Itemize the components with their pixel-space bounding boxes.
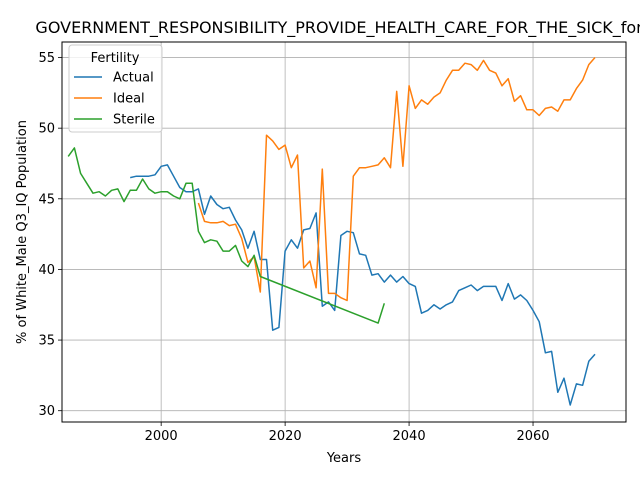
grid-lines — [62, 42, 626, 422]
series-lines — [67, 57, 596, 406]
plot-frame — [61, 41, 627, 423]
legend: Fertility Actual Ideal Sterile — [68, 44, 163, 133]
y-axis-label: % of White_Male Q3_IQ Population — [15, 120, 30, 344]
legend-label-sterile: Sterile — [113, 113, 155, 128]
chart-title: GOVERNMENT_RESPONSIBILITY_PROVIDE_HEALTH… — [35, 18, 640, 38]
series-line-sterile — [67, 147, 386, 324]
x-tick-label: 2020 — [269, 429, 302, 444]
legend-title: Fertility — [91, 51, 140, 66]
y-tick-label: 35 — [38, 334, 55, 349]
y-tick-label: 40 — [38, 263, 55, 278]
x-tick-label: 2060 — [516, 429, 549, 444]
x-axis-label: Years — [326, 451, 362, 466]
y-tick-label: 50 — [38, 122, 55, 137]
legend-label-actual: Actual — [113, 71, 154, 86]
legend-label-ideal: Ideal — [113, 92, 145, 107]
x-tick-label: 2000 — [145, 429, 178, 444]
y-tick-label: 30 — [38, 404, 55, 419]
axis-ticks: 2000 2020 2040 2060 30 35 40 45 50 55 — [38, 51, 549, 444]
y-tick-label: 55 — [38, 51, 55, 66]
series-line-actual — [130, 164, 596, 406]
legend-box — [68, 44, 163, 133]
y-tick-label: 45 — [38, 192, 55, 207]
series-line-ideal — [197, 57, 596, 302]
x-tick-label: 2040 — [393, 429, 426, 444]
